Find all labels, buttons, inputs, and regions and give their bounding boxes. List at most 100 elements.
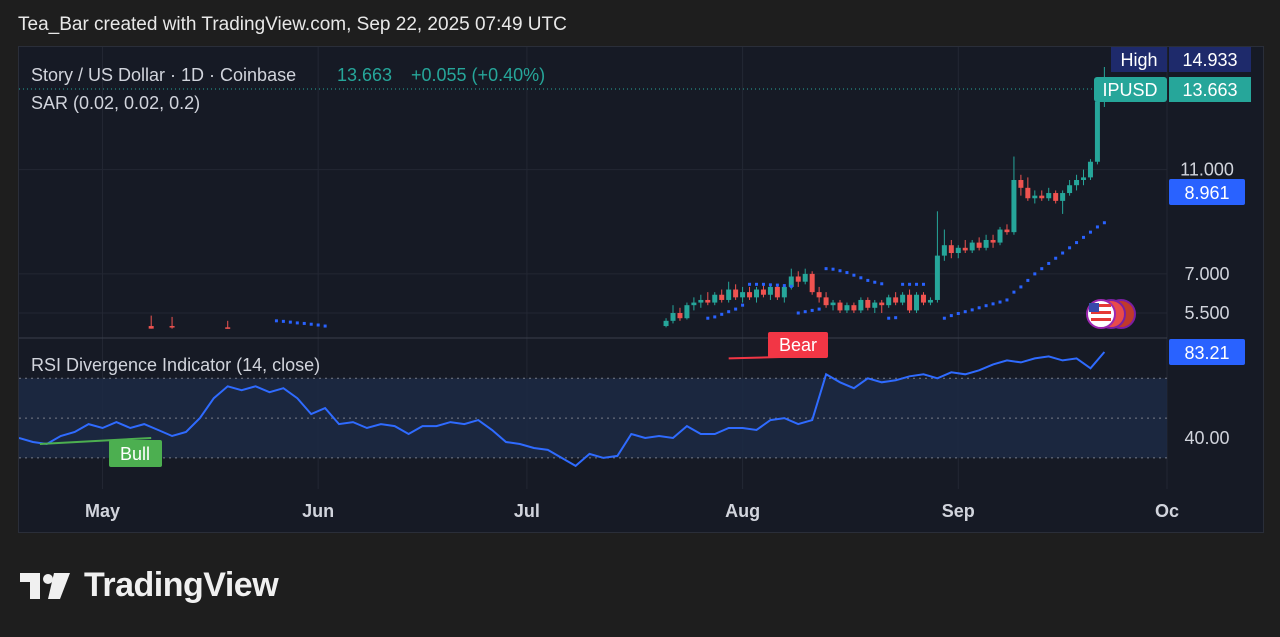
- sar-dot: [1040, 267, 1044, 271]
- sar-dot: [845, 271, 849, 275]
- candle-body: [851, 305, 857, 311]
- sar-dot: [782, 284, 786, 288]
- sar-dot: [323, 324, 327, 328]
- candle-body: [927, 299, 933, 303]
- chart-canvas[interactable]: Story / US Dollar · 1D · Coinbase 13.663…: [19, 47, 1265, 534]
- candle-body: [934, 255, 940, 300]
- candle-body: [1004, 229, 1010, 233]
- candle-body: [719, 294, 725, 300]
- price-axis: 11.000 7.000 5.500: [1180, 160, 1234, 323]
- candle-body: [733, 289, 739, 298]
- sar-dot: [761, 282, 765, 286]
- candle-body: [837, 302, 843, 311]
- candle-body: [893, 297, 899, 303]
- candle-body: [1018, 179, 1024, 188]
- candlesticks: [148, 67, 1107, 329]
- candle-body: [781, 286, 787, 298]
- rsi-band-fill: [19, 378, 1167, 458]
- sar-dot: [810, 308, 814, 312]
- sar-dot: [824, 267, 828, 271]
- sar-dot: [316, 323, 320, 327]
- sar-dot: [908, 282, 912, 286]
- candle-body: [670, 313, 676, 321]
- sar-dot: [1005, 298, 1009, 302]
- candle-body: [983, 239, 989, 248]
- candle-body: [767, 286, 773, 295]
- candle-body: [795, 276, 801, 282]
- candle-body: [823, 297, 829, 306]
- time-axis: May Jun Jul Aug Sep Oc: [85, 501, 1179, 521]
- sar-dot: [887, 316, 891, 320]
- ticker-value-bg: [1169, 77, 1251, 102]
- rsi-legend: RSI Divergence Indicator (14, close): [31, 355, 320, 375]
- sar-dot: [1019, 285, 1023, 289]
- candle-body: [1011, 179, 1017, 233]
- sar-dot: [727, 310, 731, 314]
- candle-body: [962, 247, 968, 251]
- candle-body: [712, 294, 718, 303]
- candle-body: [705, 299, 711, 303]
- sar-dot: [977, 306, 981, 310]
- sar-dot: [1061, 251, 1065, 255]
- candle-body: [225, 327, 231, 329]
- high-label: High: [1120, 50, 1157, 70]
- sar-legend: SAR (0.02, 0.02, 0.2): [31, 93, 200, 113]
- candle-body: [1087, 161, 1093, 178]
- rsi-band: [19, 377, 1167, 459]
- high-label-bg: [1111, 47, 1167, 72]
- sar-dot: [720, 312, 724, 316]
- time-tick-label: Jun: [302, 501, 334, 521]
- candle-body: [879, 302, 885, 306]
- candle-body: [809, 273, 815, 293]
- candle-body: [886, 297, 892, 306]
- candle-body: [997, 229, 1003, 243]
- sar-dot: [775, 283, 779, 287]
- sar-dot: [789, 284, 793, 288]
- sar-dot: [768, 283, 772, 287]
- candle-body: [948, 245, 954, 254]
- sar-dot: [838, 269, 842, 273]
- candle-body: [872, 302, 878, 308]
- grid-lines: [19, 47, 1168, 489]
- bear-label: Bear: [779, 335, 817, 355]
- candle-body: [990, 239, 996, 243]
- sar-dot: [1075, 241, 1079, 245]
- sar-dot: [803, 310, 807, 314]
- candle-body: [920, 294, 926, 303]
- sar-dot: [998, 300, 1002, 304]
- candle-body: [1094, 101, 1100, 162]
- candle-body: [830, 302, 836, 306]
- candle-body: [691, 302, 697, 306]
- candle-body: [1074, 179, 1080, 186]
- us-flag-icon[interactable]: [1086, 299, 1136, 329]
- candle-body: [914, 294, 920, 311]
- legend-change: +0.055 (+0.40%): [411, 65, 545, 85]
- candle-body: [754, 289, 760, 298]
- tradingview-wordmark: TradingView: [84, 566, 279, 604]
- candle-body: [740, 292, 746, 298]
- candle-body: [788, 276, 794, 287]
- candle-body: [865, 299, 871, 308]
- high-value: 14.933: [1182, 50, 1237, 70]
- time-tick-label: May: [85, 501, 120, 521]
- sar-dot: [706, 316, 710, 320]
- candle-body: [955, 247, 961, 254]
- rsi-tick-label: 40.00: [1184, 428, 1229, 448]
- candle-body: [1046, 193, 1052, 199]
- sar-dot: [281, 319, 285, 323]
- sar-dot: [1102, 221, 1106, 225]
- ticker-value: 13.663: [1182, 80, 1237, 100]
- sar-value: 8.961: [1184, 183, 1229, 203]
- sar-dot: [901, 282, 905, 286]
- candle-body: [1039, 195, 1045, 199]
- chart-frame[interactable]: Story / US Dollar · 1D · Coinbase 13.663…: [18, 46, 1264, 533]
- candle-body: [774, 286, 780, 298]
- sar-dot: [880, 282, 884, 286]
- candle-body: [802, 273, 808, 282]
- sar-dot: [796, 311, 800, 315]
- candle-body: [976, 242, 982, 248]
- time-tick-label: Aug: [725, 501, 760, 521]
- bull-label-bg: [109, 440, 162, 467]
- candle-body: [726, 289, 732, 300]
- high-value-bg: [1169, 47, 1251, 72]
